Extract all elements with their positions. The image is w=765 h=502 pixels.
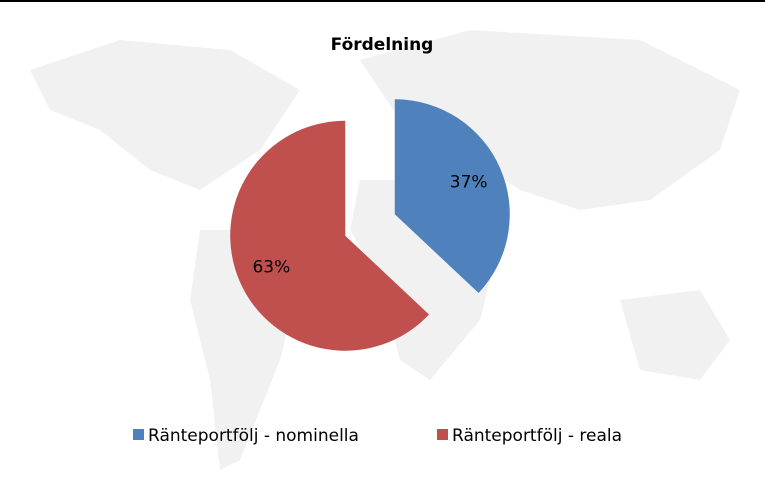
legend-label: Ränteportfölj - nominella bbox=[148, 426, 359, 446]
pie-slice bbox=[394, 99, 510, 293]
pie-slice bbox=[230, 120, 430, 351]
world-map-background bbox=[30, 30, 740, 470]
chart-title: Fördelning bbox=[331, 35, 434, 55]
data-label: 37% bbox=[450, 172, 488, 192]
legend-label: Ränteportfölj - reala bbox=[452, 426, 622, 446]
data-label: 63% bbox=[252, 258, 290, 278]
legend-swatch bbox=[437, 429, 448, 440]
legend-swatch bbox=[133, 429, 144, 440]
